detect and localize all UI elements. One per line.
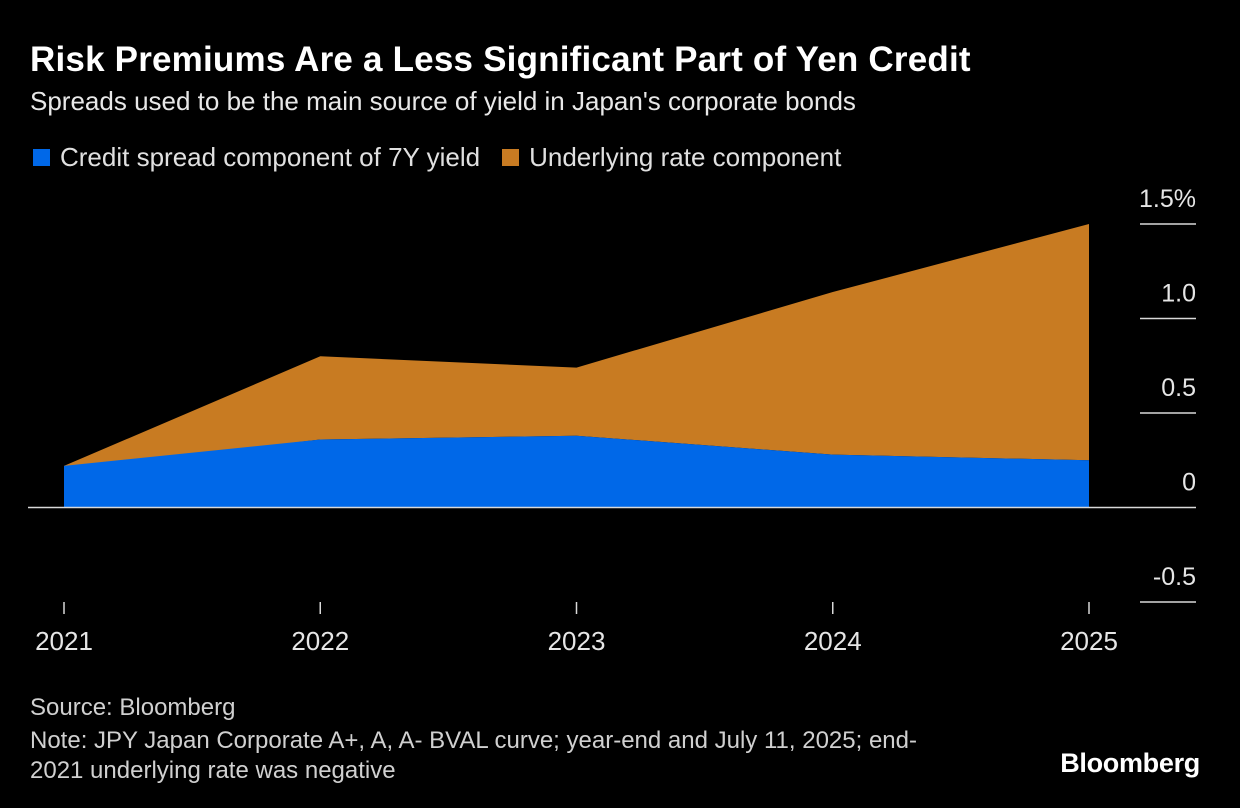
y-tick-label: 1.0 [1161,280,1196,308]
y-tick-label: 0 [1182,469,1196,497]
area-underlying-rate [64,224,1089,470]
footnote: Note: JPY Japan Corporate A+, A, A- BVAL… [30,727,917,784]
legend-item-spread: Credit spread component of 7Y yield [33,142,480,173]
legend-swatch-spread [33,149,50,166]
legend-item-rate: Underlying rate component [502,142,841,173]
legend-label-spread: Credit spread component of 7Y yield [60,142,481,172]
legend-label-rate: Underlying rate component [529,142,842,172]
source-note: Source: Bloomberg [30,694,236,721]
bloomberg-logo: Bloomberg [1060,748,1200,778]
chart-subtitle: Spreads used to be the main source of yi… [30,86,856,116]
x-tick-label: 2024 [804,626,862,656]
x-tick-label: 2021 [35,626,93,656]
y-tick-label: 1.5% [1139,185,1196,213]
x-tick-label: 2022 [291,626,349,656]
area-credit-spread [64,435,1089,508]
x-tick-label: 2025 [1060,626,1118,656]
chart-areas [64,224,1089,508]
chart-title: Risk Premiums Are a Less Significant Par… [30,40,971,79]
x-tick-label: 2023 [548,626,606,656]
y-tick-label: -0.5 [1153,563,1196,591]
chart-axes: 1.5% 1.0 0.5 0 -0.5 2021 2022 2023 2024 2025 [28,185,1196,656]
legend: Credit spread component of 7Y yield Unde… [33,142,863,173]
y-tick-label: 0.5 [1161,374,1196,402]
legend-swatch-rate [502,149,520,166]
